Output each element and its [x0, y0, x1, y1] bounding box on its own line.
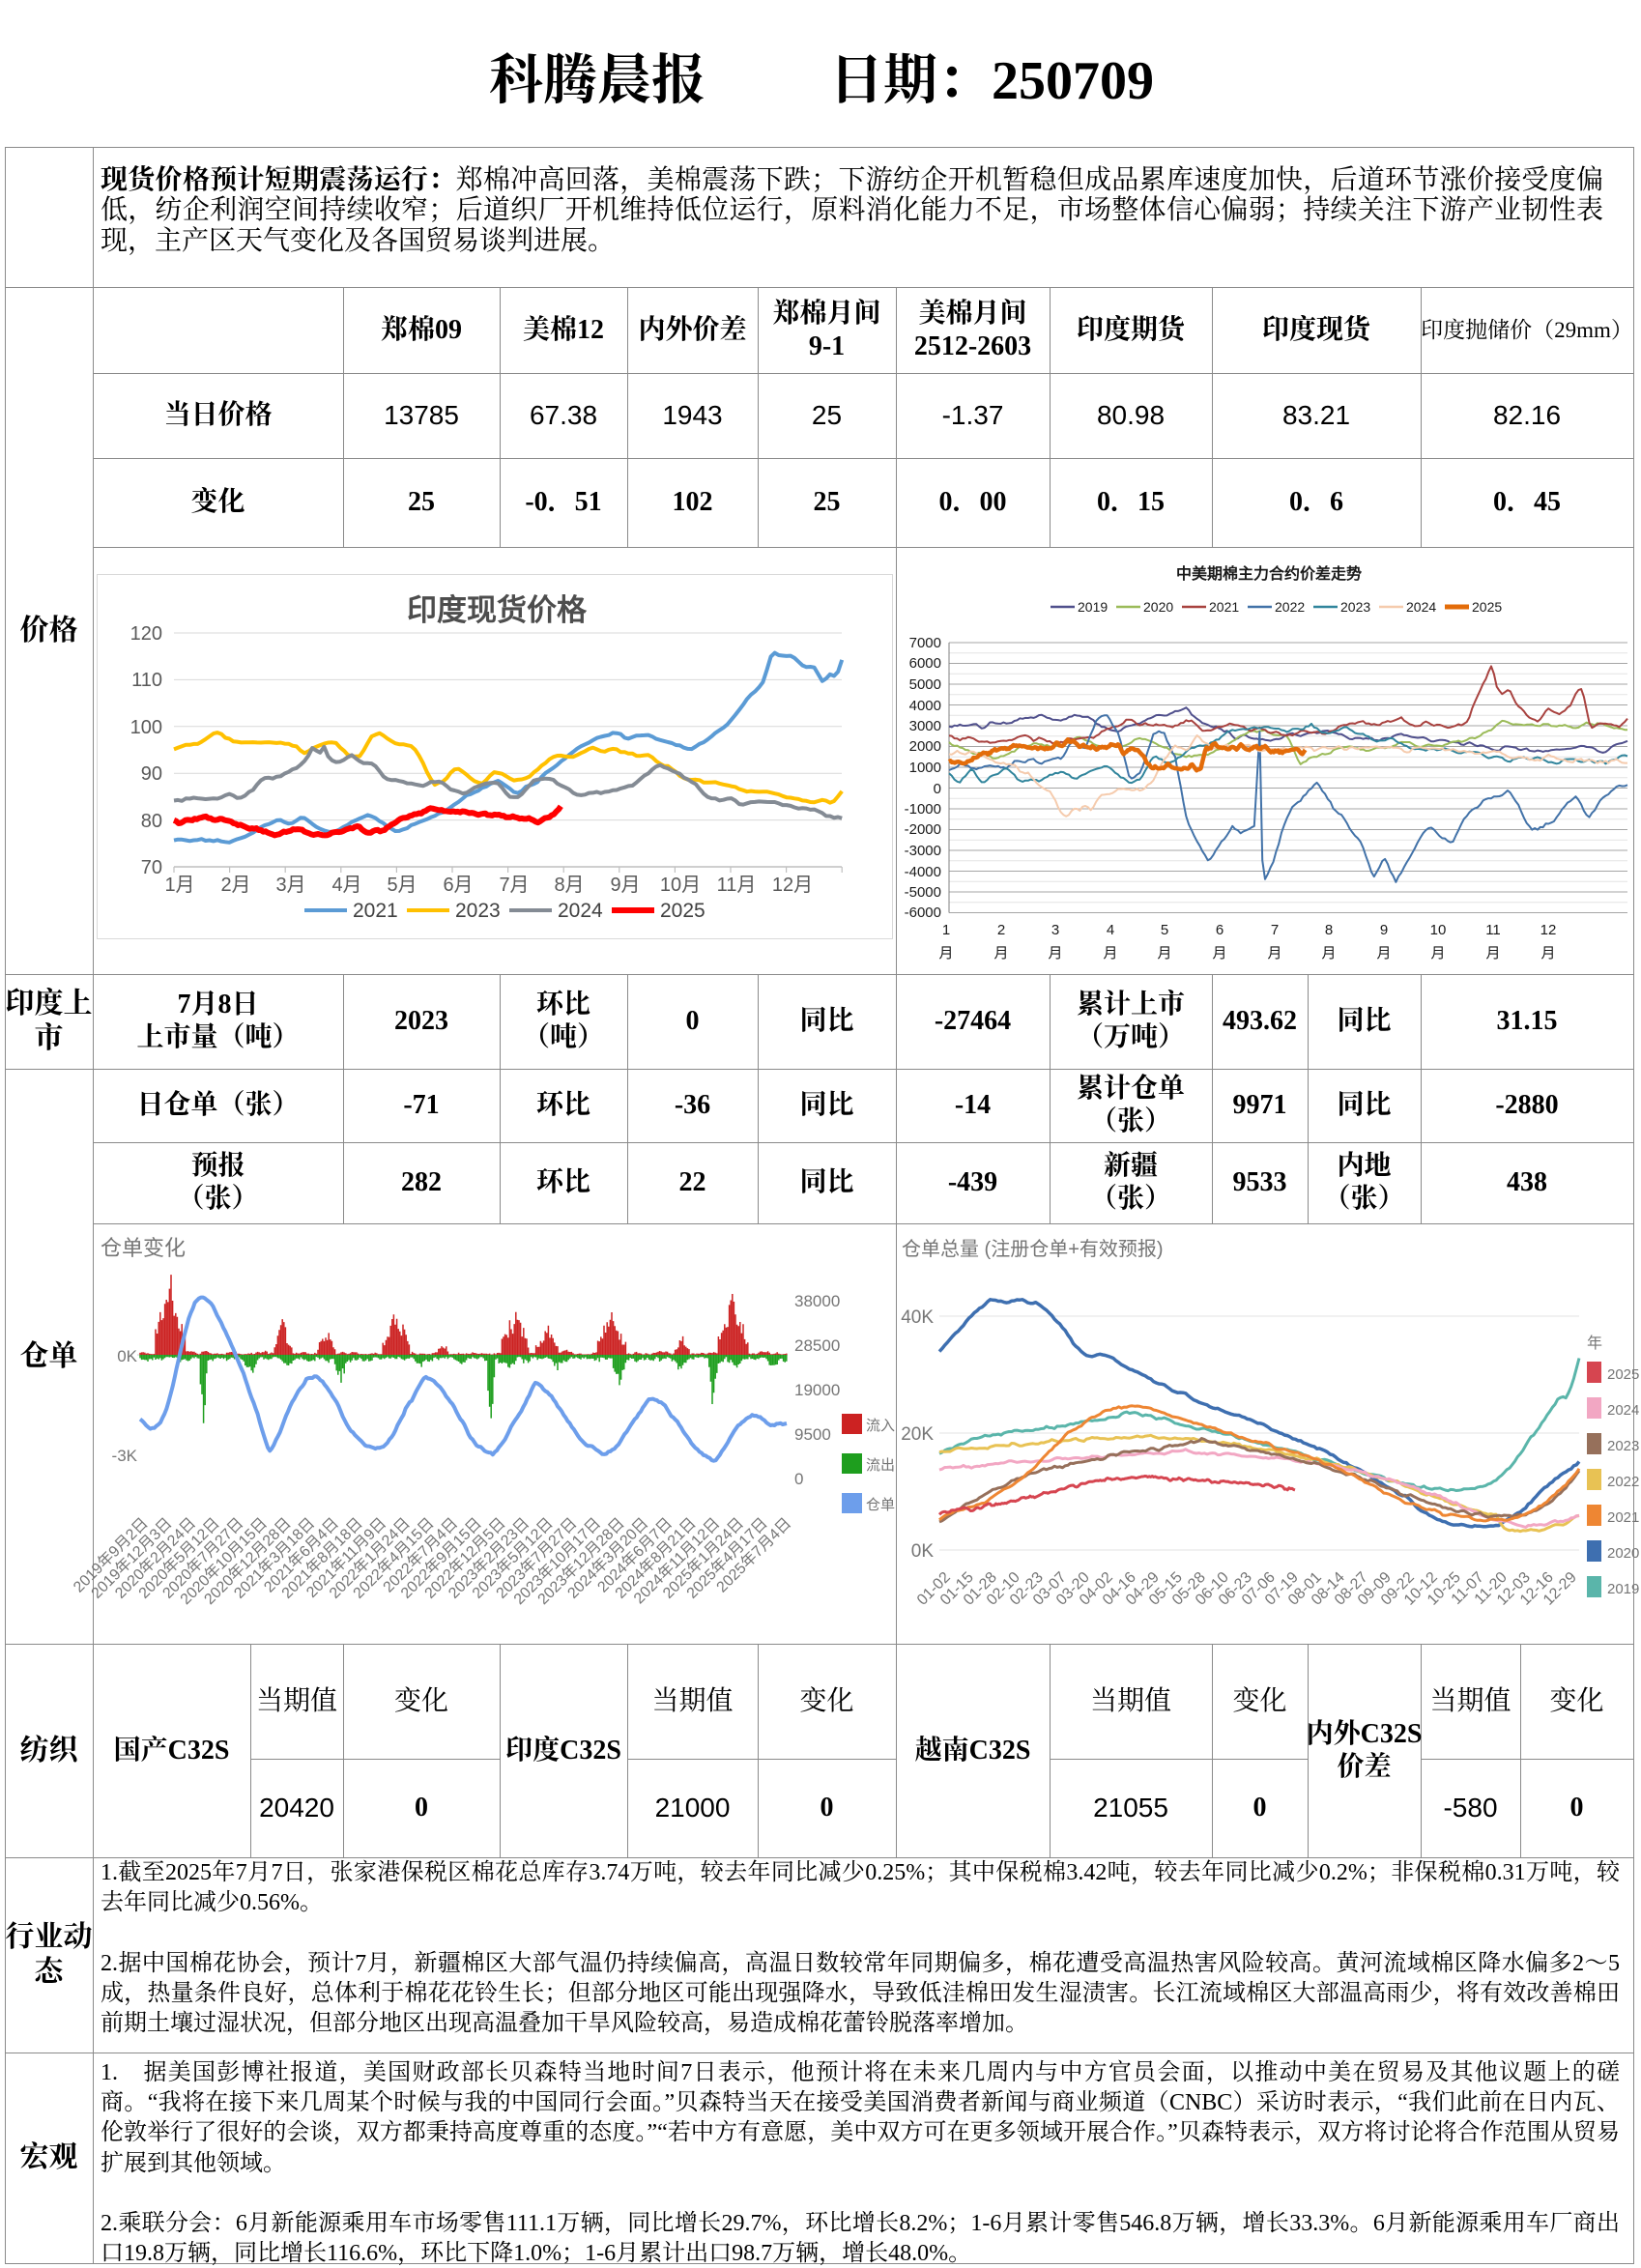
svg-text:仓单变化: 仓单变化: [101, 1236, 186, 1260]
svg-text:月: 月: [1103, 945, 1117, 962]
svg-text:6000: 6000: [909, 655, 941, 672]
svg-text:70: 70: [141, 857, 162, 878]
svg-text:-3000: -3000: [905, 843, 941, 859]
svg-text:0K: 0K: [911, 1541, 935, 1562]
svg-text:4000: 4000: [909, 698, 941, 714]
svg-text:流出: 流出: [866, 1457, 895, 1474]
svg-text:3: 3: [1051, 922, 1059, 938]
svg-text:4月: 4月: [331, 875, 361, 896]
svg-text:0: 0: [794, 1470, 803, 1488]
svg-text:20K: 20K: [901, 1424, 934, 1445]
svg-text:2019: 2019: [1607, 1581, 1639, 1597]
svg-text:-4000: -4000: [905, 864, 941, 880]
svg-text:2020: 2020: [1143, 599, 1173, 615]
svg-text:1月: 1月: [164, 875, 194, 896]
svg-text:9500: 9500: [794, 1425, 831, 1444]
svg-text:11: 11: [1485, 922, 1501, 938]
svg-text:2月: 2月: [220, 875, 250, 896]
svg-text:2023: 2023: [1607, 1438, 1639, 1454]
svg-text:3000: 3000: [909, 718, 941, 734]
svg-text:年: 年: [1587, 1335, 1602, 1352]
svg-text:40K: 40K: [901, 1307, 934, 1328]
svg-text:3月: 3月: [275, 875, 305, 896]
svg-text:中美期棉主力合约价差走势: 中美期棉主力合约价差走势: [1176, 564, 1362, 583]
svg-text:流入: 流入: [866, 1418, 895, 1434]
svg-text:110: 110: [131, 670, 162, 691]
svg-text:仓单: 仓单: [866, 1497, 895, 1513]
svg-text:月: 月: [1267, 945, 1281, 962]
svg-text:8: 8: [1325, 922, 1333, 938]
svg-text:6: 6: [1216, 922, 1224, 938]
svg-text:月: 月: [1321, 945, 1336, 962]
svg-text:月: 月: [1430, 945, 1445, 962]
svg-text:-6000: -6000: [905, 904, 941, 921]
svg-text:月: 月: [1212, 945, 1226, 962]
svg-text:10: 10: [1430, 922, 1447, 938]
svg-text:12月: 12月: [772, 875, 813, 896]
svg-text:2022: 2022: [1275, 599, 1305, 615]
svg-text:120: 120: [130, 623, 162, 645]
svg-text:6月: 6月: [443, 875, 473, 896]
svg-text:0: 0: [934, 781, 941, 797]
svg-text:2025: 2025: [1607, 1366, 1639, 1383]
svg-text:100: 100: [130, 717, 162, 738]
svg-text:2025: 2025: [1472, 599, 1502, 615]
svg-text:-2000: -2000: [905, 821, 941, 838]
svg-text:2: 2: [997, 922, 1005, 938]
svg-text:2023: 2023: [1340, 599, 1370, 615]
svg-text:月: 月: [1048, 945, 1062, 962]
svg-text:月: 月: [1376, 945, 1391, 962]
svg-text:4: 4: [1107, 922, 1114, 938]
svg-text:80: 80: [141, 811, 162, 832]
svg-text:2022: 2022: [1607, 1474, 1639, 1490]
svg-text:28500: 28500: [794, 1336, 840, 1355]
svg-text:38000: 38000: [794, 1292, 840, 1310]
svg-text:7: 7: [1271, 922, 1279, 938]
svg-text:9: 9: [1380, 922, 1388, 938]
svg-text:2019: 2019: [1078, 599, 1108, 615]
svg-text:2023: 2023: [455, 900, 501, 922]
svg-text:2024: 2024: [558, 900, 603, 922]
svg-text:7月: 7月: [499, 875, 529, 896]
svg-text:-5000: -5000: [905, 884, 941, 901]
svg-text:印度现货价格: 印度现货价格: [407, 593, 588, 627]
svg-text:2021: 2021: [1607, 1509, 1639, 1526]
svg-text:2021: 2021: [1209, 599, 1239, 615]
svg-text:月: 月: [1157, 945, 1171, 962]
svg-text:-1000: -1000: [905, 801, 941, 818]
svg-text:90: 90: [141, 763, 162, 785]
svg-text:月: 月: [993, 945, 1008, 962]
svg-text:5000: 5000: [909, 676, 941, 693]
svg-text:8月: 8月: [554, 875, 584, 896]
svg-text:5月: 5月: [387, 875, 417, 896]
svg-text:2000: 2000: [909, 738, 941, 755]
svg-text:1000: 1000: [909, 760, 941, 776]
svg-text:11月: 11月: [717, 875, 757, 896]
svg-text:-3K: -3K: [112, 1447, 138, 1465]
svg-text:2025: 2025: [660, 900, 705, 922]
svg-text:9月: 9月: [610, 875, 640, 896]
svg-text:仓单总量 (注册仓单+有效预报): 仓单总量 (注册仓单+有效预报): [902, 1238, 1164, 1260]
svg-text:2021: 2021: [353, 900, 398, 922]
svg-text:月: 月: [938, 945, 953, 962]
svg-text:2020: 2020: [1607, 1545, 1639, 1562]
svg-text:7000: 7000: [909, 635, 941, 651]
svg-text:月: 月: [1540, 945, 1555, 962]
svg-text:2024: 2024: [1607, 1402, 1639, 1419]
svg-text:2024: 2024: [1406, 599, 1436, 615]
svg-text:5: 5: [1161, 922, 1168, 938]
svg-text:1: 1: [942, 922, 950, 938]
svg-text:12: 12: [1540, 922, 1557, 938]
svg-text:0K: 0K: [117, 1347, 137, 1365]
svg-text:月: 月: [1485, 945, 1500, 962]
svg-text:10月: 10月: [660, 875, 701, 896]
svg-text:19000: 19000: [794, 1381, 840, 1399]
